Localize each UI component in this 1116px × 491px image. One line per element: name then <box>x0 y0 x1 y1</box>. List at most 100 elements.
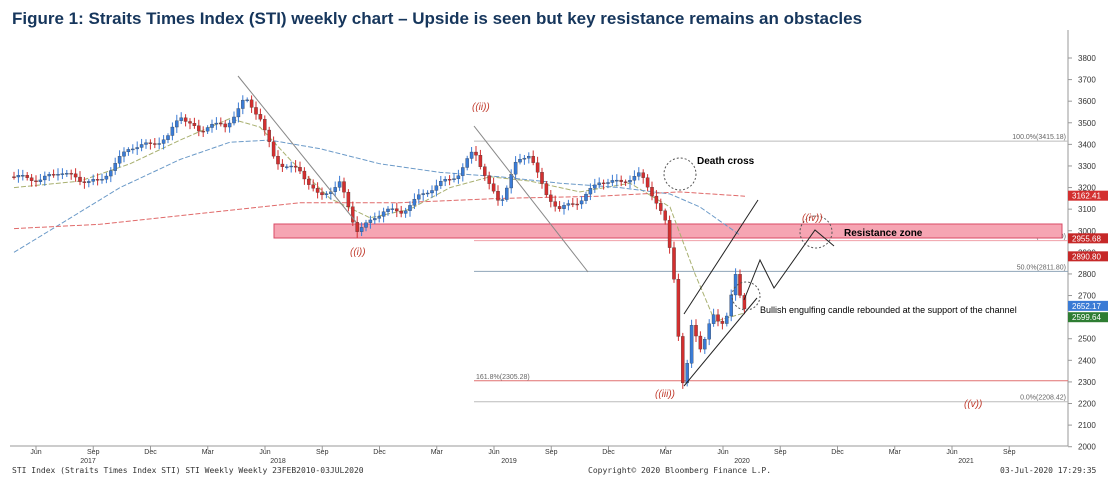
candle-body <box>280 163 285 167</box>
ma-mid-line <box>13 139 741 253</box>
candle-body <box>25 175 29 178</box>
y-tick-label: 3700 <box>1078 76 1096 85</box>
x-tick-label: Jun <box>488 449 499 456</box>
candle-body <box>12 176 16 178</box>
candle-body <box>144 142 148 145</box>
candle-body <box>34 180 38 182</box>
candle-body <box>623 181 628 183</box>
candle-body <box>386 208 390 212</box>
downtrend-line-2019 <box>473 125 589 273</box>
candle-body <box>91 179 95 182</box>
candle-body <box>161 139 166 144</box>
price-tag-label: 3162.41 <box>1072 192 1101 201</box>
candle-body <box>399 210 403 214</box>
candle-body <box>131 148 135 151</box>
candle-body <box>738 274 742 296</box>
candle-body <box>60 173 65 175</box>
y-tick-label: 2800 <box>1078 270 1096 279</box>
candle-body <box>725 315 729 324</box>
chart-title: Figure 1: Straits Times Index (STI) week… <box>12 9 863 28</box>
candle-body <box>241 99 245 109</box>
footer-timestamp: 03-Jul-2020 17:29:35 <box>1000 466 1097 475</box>
x-tick-label: Jun <box>30 449 41 456</box>
candle-body <box>153 143 157 145</box>
candle-body <box>51 174 56 176</box>
candle-body <box>606 182 610 184</box>
x-tick-label: Sep <box>545 449 558 456</box>
candle-body <box>56 174 60 176</box>
candle-body <box>315 188 320 193</box>
candle-body <box>311 184 315 189</box>
candle-body <box>342 181 346 193</box>
candle-body <box>575 203 579 206</box>
candle-body <box>263 119 267 131</box>
candle-body <box>214 122 219 125</box>
price-tag <box>1068 251 1108 262</box>
candle-body <box>676 279 681 337</box>
candle-body <box>628 180 632 183</box>
candle-body <box>685 363 689 384</box>
channel-upper-line <box>683 199 759 315</box>
candle-body <box>210 123 214 128</box>
candle-body <box>566 203 571 206</box>
x-tick-label: Mar <box>889 449 902 456</box>
candle-body <box>465 158 469 168</box>
candle-body <box>694 325 698 337</box>
candle-body <box>236 108 241 118</box>
candle-body <box>716 314 720 322</box>
candle-body <box>509 174 513 189</box>
candle-body <box>289 165 293 168</box>
candle-body <box>333 187 337 192</box>
candle-body <box>126 149 131 153</box>
candle-body <box>522 157 527 160</box>
candle-body <box>588 188 593 195</box>
candle-body <box>73 173 78 178</box>
candle-body <box>483 166 487 176</box>
candle-body <box>122 151 126 157</box>
candle-body <box>100 179 104 181</box>
candle-body <box>104 175 109 180</box>
projected-path <box>743 229 835 301</box>
candle-body <box>337 181 342 188</box>
death-cross-circle <box>663 157 697 191</box>
candle-body <box>439 181 443 186</box>
y-tick-label: 3300 <box>1078 162 1096 171</box>
candle-body <box>513 161 518 175</box>
candle-body <box>584 193 588 201</box>
x-tick-label: Dec <box>602 449 615 456</box>
candle-body <box>381 211 386 217</box>
candle-body <box>549 194 553 202</box>
fib-level-label: 100.0%(3415.18) <box>1012 134 1066 141</box>
y-tick-label: 3100 <box>1078 205 1096 214</box>
candle-body <box>672 247 676 280</box>
y-tick-label: 2400 <box>1078 356 1096 365</box>
x-tick-label: Jun <box>259 449 270 456</box>
y-tick-label: 2100 <box>1078 421 1096 430</box>
candle-body <box>179 117 183 121</box>
candle-body <box>544 183 549 196</box>
y-tick-label: 3000 <box>1078 227 1096 236</box>
price-channel <box>683 199 835 387</box>
resistance-zone-label: Resistance zone <box>844 228 923 239</box>
x-year-label: 2019 <box>501 458 517 465</box>
candle-body <box>201 130 205 133</box>
price-tag-label: 2599.64 <box>1072 313 1101 322</box>
downtrend-line-2018 <box>237 75 357 223</box>
candle-body <box>535 162 540 173</box>
y-tick-label: 2300 <box>1078 378 1096 387</box>
candle-body <box>157 143 161 145</box>
footer-copyright: Copyright© 2020 Bloomberg Finance L.P. <box>588 466 772 475</box>
candle-body <box>703 339 707 350</box>
x-year-label: 2020 <box>734 458 750 465</box>
candle-body <box>408 205 412 211</box>
y-tick-label: 3200 <box>1078 184 1096 193</box>
candle-body <box>601 182 606 185</box>
candle-body <box>69 173 73 175</box>
candle-body <box>302 170 307 180</box>
candle-body <box>425 192 430 195</box>
candle-body <box>729 294 733 317</box>
candle-body <box>364 222 368 228</box>
y-tick-label: 2200 <box>1078 400 1096 409</box>
x-tick-label: Sep <box>87 449 100 456</box>
candle-body <box>518 159 522 163</box>
